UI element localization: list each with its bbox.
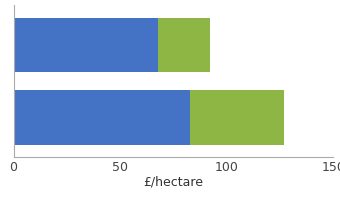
Bar xyxy=(14,91,190,145)
Bar xyxy=(14,19,158,73)
X-axis label: £/hectare: £/hectare xyxy=(143,175,203,188)
Bar xyxy=(158,19,210,73)
Bar xyxy=(190,91,284,145)
